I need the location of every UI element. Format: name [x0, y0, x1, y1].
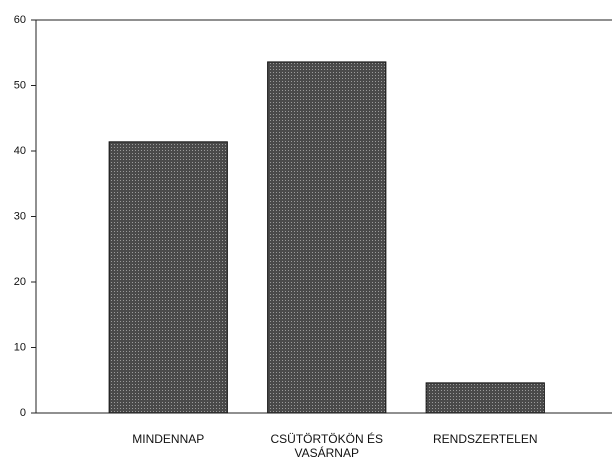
- y-tick-label: 0: [20, 407, 26, 419]
- bar: [108, 141, 228, 414]
- bar: [267, 61, 387, 414]
- y-tick-label: 10: [14, 341, 26, 353]
- y-tick-label: 60: [14, 14, 26, 26]
- y-tick-label: 30: [14, 210, 26, 222]
- y-tick-label: 20: [14, 276, 26, 288]
- bar: [425, 382, 545, 414]
- y-tick-label: 40: [14, 145, 26, 157]
- x-tick-label: RENDSZERTELEN: [433, 432, 538, 446]
- x-tick-label: CSÜTÖRTÖKÖN ÉS VASÁRNAP: [270, 432, 383, 460]
- x-tick-label: MINDENNAP: [132, 432, 205, 446]
- y-tick-label: 50: [14, 79, 26, 91]
